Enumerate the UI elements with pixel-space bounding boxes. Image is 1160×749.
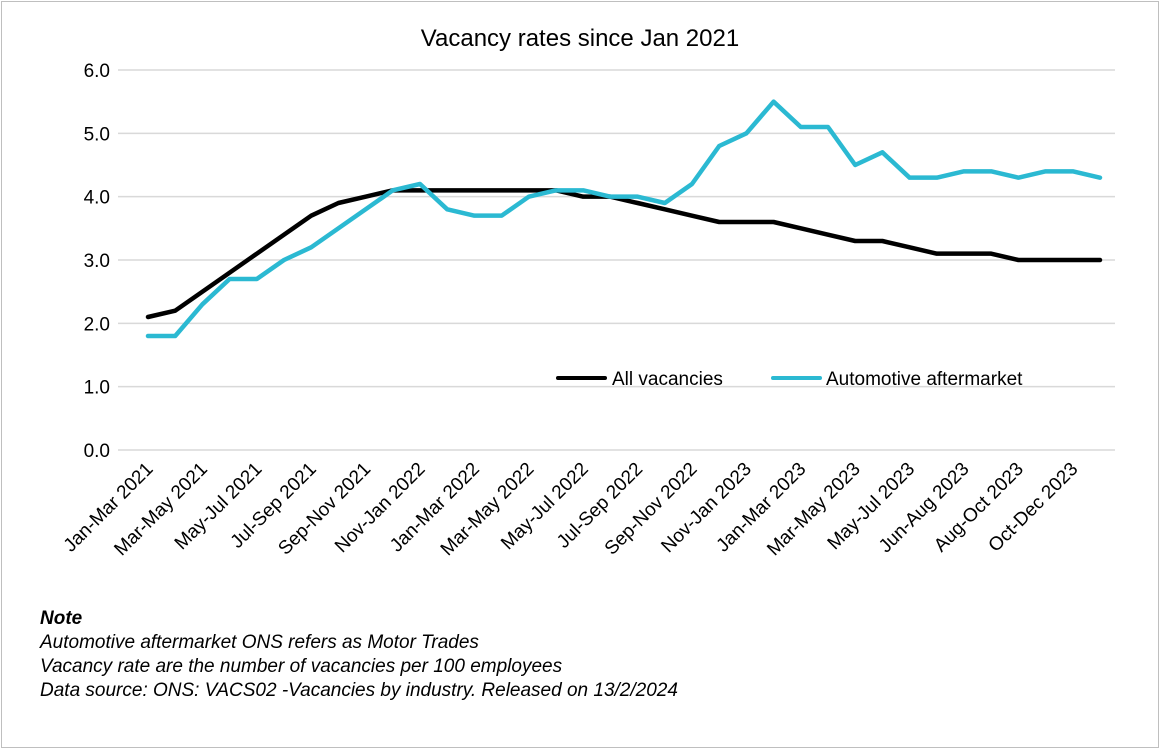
x-tick-label: Mar-May 2022 bbox=[437, 459, 538, 560]
series-line-all-vacancies bbox=[145, 188, 1103, 320]
y-tick-label: 1.0 bbox=[84, 378, 110, 399]
y-tick-label: 4.0 bbox=[84, 188, 110, 209]
legend: All vacancies Automotive aftermarket bbox=[556, 369, 1023, 390]
y-tick-label: 3.0 bbox=[84, 251, 110, 272]
y-tick-label: 0.0 bbox=[84, 441, 110, 462]
line-chart: Vacancy rates since Jan 2021 0.0 1.0 2.0 3.… bbox=[60, 25, 1115, 560]
gridlines bbox=[118, 69, 1115, 451]
note-heading: Note bbox=[40, 608, 83, 629]
y-axis-ticks: 0.0 1.0 2.0 3.0 4.0 5.0 6.0 bbox=[84, 61, 110, 462]
series-lines bbox=[145, 99, 1103, 339]
y-tick-label: 5.0 bbox=[84, 124, 110, 145]
y-tick-label: 2.0 bbox=[84, 314, 110, 335]
x-tick-label: Mar-May 2023 bbox=[763, 459, 864, 560]
note-line: Data source: ONS: VACS02 -Vacancies by i… bbox=[40, 680, 678, 701]
note-line: Vacancy rate are the number of vacancies… bbox=[40, 656, 563, 677]
note-line: Automotive aftermarket ONS refers as Mot… bbox=[40, 632, 479, 653]
y-tick-label: 6.0 bbox=[84, 61, 110, 82]
chart-title: Vacancy rates since Jan 2021 bbox=[421, 25, 739, 52]
legend-label-all-vacancies: All vacancies bbox=[612, 369, 723, 390]
legend-label-automotive-aftermarket: Automotive aftermarket bbox=[826, 369, 1023, 390]
series-line-automotive-aftermarket bbox=[145, 99, 1103, 339]
x-tick-label: Mar-May 2021 bbox=[110, 459, 211, 560]
